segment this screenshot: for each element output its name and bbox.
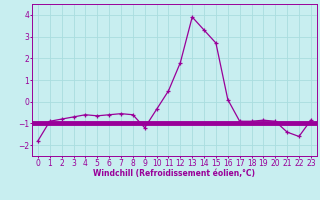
- X-axis label: Windchill (Refroidissement éolien,°C): Windchill (Refroidissement éolien,°C): [93, 169, 255, 178]
